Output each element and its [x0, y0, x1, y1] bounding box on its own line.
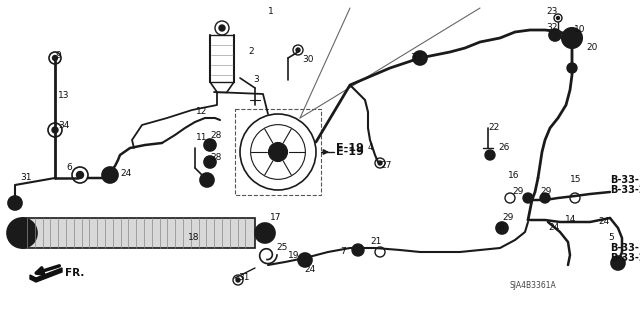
- Text: 34: 34: [58, 122, 69, 130]
- Text: 14: 14: [565, 216, 577, 225]
- Text: 29: 29: [540, 188, 552, 197]
- Text: B-33-10: B-33-10: [610, 243, 640, 253]
- Text: 3: 3: [253, 76, 259, 85]
- Circle shape: [200, 173, 214, 187]
- Circle shape: [302, 257, 308, 263]
- Text: B-33-20: B-33-20: [610, 185, 640, 195]
- Circle shape: [77, 172, 83, 179]
- Circle shape: [8, 196, 22, 210]
- Text: 16: 16: [508, 170, 520, 180]
- Circle shape: [496, 222, 508, 234]
- Text: 28: 28: [210, 153, 221, 162]
- Text: 17: 17: [270, 213, 282, 222]
- Text: SJA4B3361A: SJA4B3361A: [510, 280, 557, 290]
- Circle shape: [52, 56, 58, 61]
- Polygon shape: [30, 268, 62, 282]
- Text: 2: 2: [248, 48, 253, 56]
- Text: 29: 29: [502, 213, 513, 222]
- Circle shape: [567, 33, 577, 43]
- Text: 12: 12: [196, 108, 207, 116]
- Text: 22: 22: [488, 123, 499, 132]
- Circle shape: [296, 48, 300, 52]
- Text: 30: 30: [302, 56, 314, 64]
- Circle shape: [557, 17, 559, 19]
- Circle shape: [7, 218, 37, 248]
- Text: 24: 24: [304, 265, 316, 275]
- Circle shape: [488, 153, 492, 157]
- Circle shape: [236, 278, 240, 282]
- Text: 28: 28: [210, 130, 221, 139]
- Text: 1: 1: [268, 8, 274, 17]
- Text: 4: 4: [368, 144, 374, 152]
- Text: B-33-20: B-33-20: [610, 253, 640, 263]
- Circle shape: [255, 223, 275, 243]
- Text: 7: 7: [340, 248, 346, 256]
- Circle shape: [540, 193, 550, 203]
- Circle shape: [417, 55, 423, 61]
- Circle shape: [207, 160, 212, 165]
- Circle shape: [562, 28, 582, 48]
- Text: FR.: FR.: [65, 268, 84, 278]
- Text: E-19: E-19: [336, 147, 364, 157]
- Text: 24: 24: [120, 168, 131, 177]
- Bar: [235, 109, 321, 195]
- Text: 31: 31: [20, 174, 31, 182]
- Circle shape: [219, 25, 225, 31]
- Text: 6: 6: [66, 164, 72, 173]
- Text: 20: 20: [586, 43, 597, 53]
- Text: 33: 33: [410, 54, 422, 63]
- Circle shape: [102, 167, 118, 183]
- Circle shape: [543, 196, 547, 200]
- Circle shape: [207, 143, 212, 147]
- Circle shape: [14, 225, 30, 241]
- Circle shape: [269, 143, 287, 161]
- Circle shape: [611, 256, 625, 270]
- Circle shape: [567, 63, 577, 73]
- Text: 18: 18: [188, 233, 200, 241]
- Text: 5: 5: [608, 234, 614, 242]
- Circle shape: [549, 29, 561, 41]
- Text: 8: 8: [498, 224, 504, 233]
- Circle shape: [263, 231, 267, 235]
- Circle shape: [499, 226, 504, 231]
- Text: 25: 25: [276, 243, 287, 253]
- Circle shape: [615, 260, 621, 266]
- Text: E-19: E-19: [336, 143, 364, 153]
- Text: 24: 24: [598, 218, 609, 226]
- Circle shape: [355, 248, 360, 253]
- Text: 11: 11: [196, 133, 207, 143]
- Text: 19: 19: [288, 250, 300, 259]
- Circle shape: [523, 193, 533, 203]
- Circle shape: [106, 172, 113, 179]
- Circle shape: [526, 196, 530, 200]
- Bar: [22, 218, 255, 248]
- Circle shape: [413, 51, 427, 65]
- Circle shape: [485, 150, 495, 160]
- Circle shape: [52, 127, 58, 133]
- Text: 21: 21: [370, 238, 381, 247]
- Circle shape: [12, 200, 18, 206]
- Text: 13: 13: [58, 91, 70, 100]
- Text: 29: 29: [512, 188, 524, 197]
- Circle shape: [298, 253, 312, 267]
- Text: B-33-10: B-33-10: [610, 175, 640, 185]
- Text: 9: 9: [55, 50, 61, 60]
- Circle shape: [204, 139, 216, 151]
- Text: 32: 32: [546, 24, 557, 33]
- Text: 24: 24: [548, 224, 559, 233]
- Text: 26: 26: [498, 144, 509, 152]
- Text: 10: 10: [574, 26, 586, 34]
- Text: 23: 23: [546, 8, 557, 17]
- Text: 15: 15: [570, 175, 582, 184]
- Circle shape: [204, 156, 216, 168]
- Circle shape: [352, 244, 364, 256]
- Circle shape: [204, 177, 210, 183]
- Text: 31: 31: [238, 273, 250, 283]
- Text: 27: 27: [380, 160, 392, 169]
- Circle shape: [378, 161, 382, 165]
